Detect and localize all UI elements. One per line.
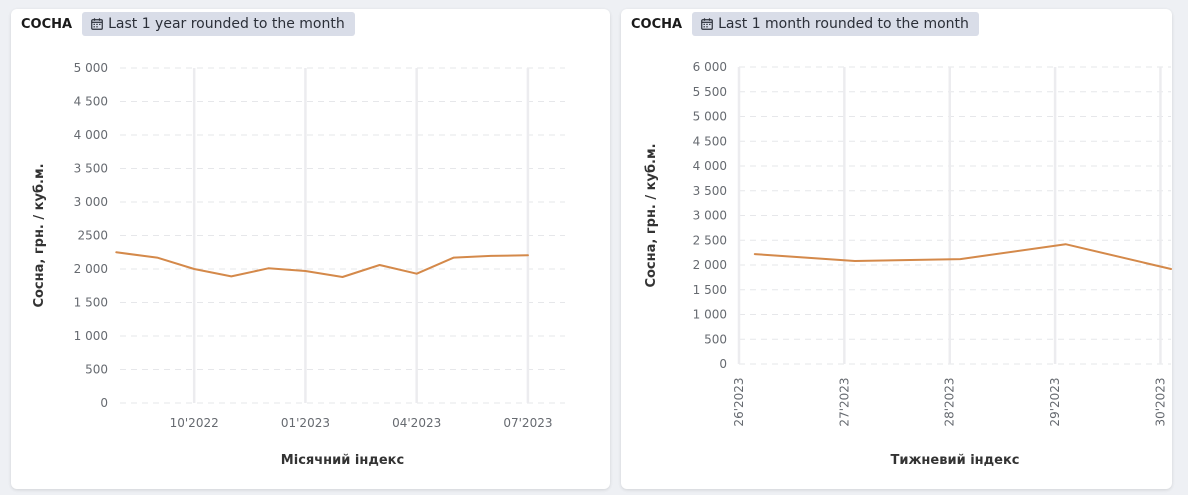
x-tick-label: 30'2023 (1153, 377, 1167, 426)
grid (120, 67, 565, 404)
y-tick-label: 5 000 (74, 61, 108, 75)
calendar-icon (91, 18, 103, 30)
y-tick-label: 2 500 (693, 233, 727, 247)
grid (737, 66, 1171, 365)
x-tick-label: 01'2023 (281, 416, 330, 430)
panel-header: СОСНА Last 1 year rounded to the month (21, 12, 355, 36)
y-axis-title: Сосна, грн. / куб.м. (644, 143, 659, 287)
x-axis-title: Місячний індекс (281, 453, 404, 468)
time-range-label: Last 1 year rounded to the month (108, 16, 345, 32)
y-tick-label: 2 000 (693, 258, 727, 272)
line-chart-monthly: 0 500 1 000 1 500 2 000 2500 3 000 3 500 4 000 4 … (32, 61, 565, 468)
chart-panel-2: СОСНА Last 1 month rounded to the month … (621, 9, 1172, 489)
y-tick-label: 500 (704, 332, 727, 346)
y-tick-label: 4 500 (693, 134, 727, 148)
x-tick-label: 29'2023 (1048, 377, 1062, 426)
x-tick-label: 27'2023 (837, 377, 851, 426)
series-line (753, 243, 1172, 270)
x-tick-label: 28'2023 (943, 377, 957, 426)
y-tick-label: 4 000 (74, 128, 108, 142)
y-tick-label: 0 (100, 396, 108, 410)
y-tick-label: 1 500 (693, 283, 727, 297)
chart-panel-1: СОСНА Last 1 year rounded to the month 0… (11, 9, 610, 489)
time-range-badge[interactable]: Last 1 year rounded to the month (82, 12, 355, 36)
y-tick-label: 0 (719, 357, 727, 371)
y-tick-label: 3 000 (693, 209, 727, 223)
y-tick-label: 2 000 (74, 262, 108, 276)
panel-title: СОСНА (21, 16, 73, 32)
x-tick-label: 07'2023 (503, 416, 552, 430)
y-tick-label: 1 000 (693, 308, 727, 322)
x-tick-label: 26'2023 (732, 377, 746, 426)
y-tick-label: 5 000 (693, 110, 727, 124)
y-tick-label: 500 (85, 363, 108, 377)
y-tick-label: 3 500 (74, 162, 108, 176)
y-tick-label: 3 000 (74, 195, 108, 209)
y-tick-label: 5 500 (693, 85, 727, 99)
y-tick-label: 1 500 (74, 296, 108, 310)
panel-header: СОСНА Last 1 month rounded to the month (631, 12, 979, 36)
x-tick-label: 10'2022 (170, 416, 219, 430)
series-line (115, 251, 529, 278)
time-range-badge[interactable]: Last 1 month rounded to the month (692, 12, 979, 36)
y-axis-title: Сосна, грн. / куб.м. (32, 163, 47, 307)
line-chart-weekly: 0 500 1 000 1 500 2 000 2 500 3 000 3 500 4 000 4… (644, 60, 1172, 468)
y-tick-label: 4 000 (693, 159, 727, 173)
panel-title: СОСНА (631, 16, 683, 32)
x-tick-label: 04'2023 (392, 416, 441, 430)
y-tick-label: 2500 (77, 229, 108, 243)
calendar-icon (701, 18, 713, 30)
time-range-label: Last 1 month rounded to the month (718, 16, 969, 32)
y-tick-label: 3 500 (693, 184, 727, 198)
y-tick-label: 1 000 (74, 329, 108, 343)
y-tick-label: 6 000 (693, 60, 727, 74)
y-tick-label: 4 500 (74, 95, 108, 109)
x-axis-title: Тижневий індекс (891, 453, 1020, 468)
